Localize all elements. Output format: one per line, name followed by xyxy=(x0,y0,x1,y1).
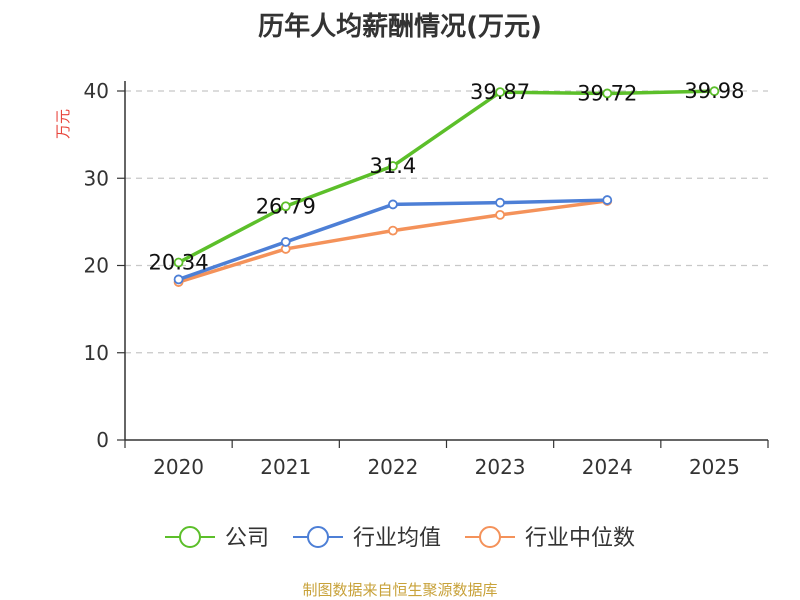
data-label: 39.72 xyxy=(577,81,637,105)
data-label: 26.79 xyxy=(256,194,316,218)
x-tick-label: 2023 xyxy=(475,455,526,479)
gridlines xyxy=(125,90,768,354)
y-tick-label: 20 xyxy=(84,254,109,278)
legend-marker xyxy=(307,526,329,548)
data-label: 39.98 xyxy=(684,79,744,103)
chart-title: 历年人均薪酬情况(万元) xyxy=(258,11,542,42)
data-point xyxy=(280,201,291,212)
data-point xyxy=(602,88,613,99)
legend-marker xyxy=(479,526,501,548)
x-tick-label: 2022 xyxy=(367,455,418,479)
data-label: 39.87 xyxy=(470,80,530,104)
legend-item-0: 公司 xyxy=(165,526,269,551)
legend-item-1: 行业均值 xyxy=(293,526,441,551)
axes xyxy=(117,81,769,448)
series-line-1 xyxy=(176,198,609,282)
x-tick-label: 2025 xyxy=(689,455,740,479)
data-point xyxy=(388,225,398,236)
data-label: 20.34 xyxy=(149,251,209,275)
source-note: 制图数据来自恒生聚源数据库 xyxy=(302,581,497,599)
y-axis-label: 万元 xyxy=(54,109,72,139)
legend-label: 行业均值 xyxy=(353,526,441,551)
x-tick-label: 2020 xyxy=(153,455,204,479)
data-point xyxy=(173,257,184,268)
legend-label: 公司 xyxy=(225,526,269,551)
y-tick-label: 30 xyxy=(84,166,109,190)
data-point xyxy=(280,237,291,247)
data-point xyxy=(602,195,613,205)
series-lines xyxy=(173,86,720,287)
y-tick-label: 40 xyxy=(84,79,109,103)
data-point xyxy=(173,274,184,285)
legend-item-2: 行业中位数 xyxy=(465,526,635,551)
data-labels: 20.34 26.79 31.4 39.87 39.72 39.98 xyxy=(149,79,745,274)
data-label: 31.4 xyxy=(370,154,417,178)
data-point xyxy=(709,86,720,97)
data-point xyxy=(495,197,505,208)
legend-label: 行业中位数 xyxy=(525,526,635,551)
y-tick-label: 0 xyxy=(96,428,109,452)
data-point xyxy=(495,87,505,98)
x-tick-label: 2021 xyxy=(260,455,311,479)
series-line-0 xyxy=(176,89,717,265)
y-tick-labels: 0 10 20 30 40 xyxy=(84,79,109,452)
y-tick-label: 10 xyxy=(84,341,109,365)
x-tick-label: 2024 xyxy=(582,455,633,479)
x-tick-labels: 2020 2021 2022 2023 2024 2025 xyxy=(153,455,740,479)
legend-marker xyxy=(179,526,201,548)
data-point xyxy=(495,209,505,220)
legend: 公司 行业均值 行业中位数 xyxy=(165,526,635,551)
data-point xyxy=(388,199,398,210)
series-line-2 xyxy=(176,199,609,284)
data-point xyxy=(388,161,398,171)
